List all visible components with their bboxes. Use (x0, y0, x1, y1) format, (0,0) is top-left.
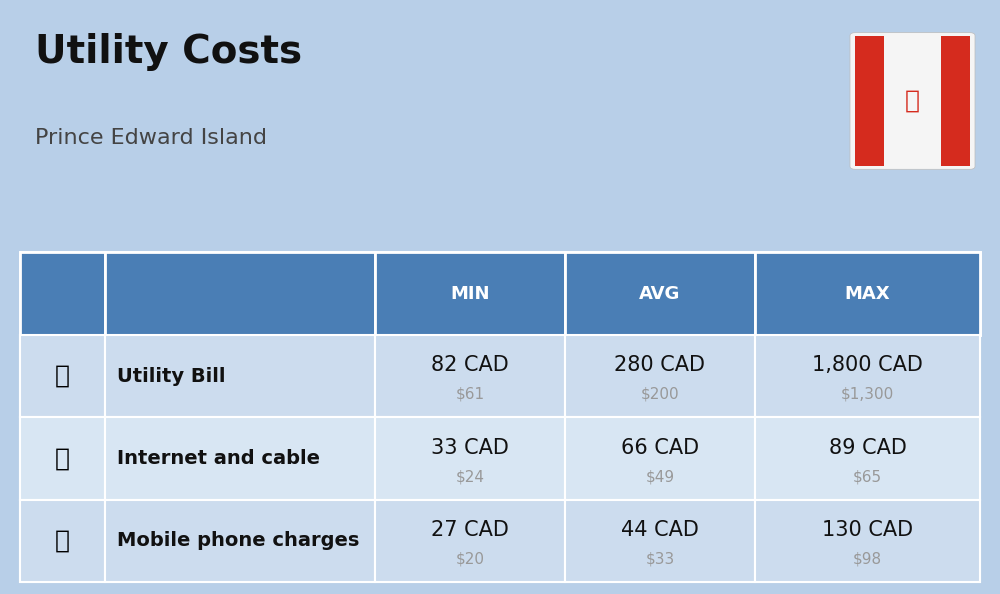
Text: 🔌: 🔌 (55, 364, 70, 388)
Bar (20, 500, 980, 582)
Text: MAX: MAX (845, 285, 890, 303)
Bar (20, 252, 105, 335)
Bar (20, 418, 980, 500)
Text: 89 CAD: 89 CAD (829, 438, 906, 458)
Bar (20, 252, 980, 335)
Text: $1,300: $1,300 (841, 387, 894, 402)
Bar (755, 418, 980, 500)
Text: 280 CAD: 280 CAD (614, 355, 705, 375)
Bar (755, 335, 980, 417)
Bar (375, 500, 565, 582)
Text: $65: $65 (853, 469, 882, 484)
Bar (755, 500, 980, 582)
Text: 1,800 CAD: 1,800 CAD (812, 355, 923, 375)
Text: $49: $49 (645, 469, 675, 484)
Bar (565, 500, 755, 582)
Bar (105, 335, 375, 417)
Text: $24: $24 (456, 469, 484, 484)
Bar (20, 335, 980, 417)
Bar (565, 335, 755, 417)
Text: $61: $61 (455, 387, 485, 402)
Text: Utility Costs: Utility Costs (35, 33, 302, 71)
Text: 66 CAD: 66 CAD (621, 438, 699, 458)
Text: $98: $98 (853, 552, 882, 567)
Text: Prince Edward Island: Prince Edward Island (35, 128, 267, 148)
Text: 130 CAD: 130 CAD (822, 520, 913, 540)
Text: 44 CAD: 44 CAD (621, 520, 699, 540)
Bar (105, 500, 375, 582)
Text: 27 CAD: 27 CAD (431, 520, 509, 540)
Bar (755, 252, 980, 335)
Bar (105, 252, 375, 335)
Bar (565, 252, 755, 335)
Bar (941, 36, 970, 166)
Text: $20: $20 (456, 552, 484, 567)
Bar (565, 418, 755, 500)
Bar (20, 418, 105, 500)
Text: AVG: AVG (639, 285, 681, 303)
Bar (855, 36, 884, 166)
Bar (375, 335, 565, 417)
Text: Internet and cable: Internet and cable (117, 449, 320, 468)
Bar (375, 252, 565, 335)
Text: Utility Bill: Utility Bill (117, 366, 226, 386)
Text: 82 CAD: 82 CAD (431, 355, 509, 375)
Bar (20, 500, 105, 582)
Text: 🍁: 🍁 (905, 89, 920, 113)
Text: $33: $33 (645, 552, 675, 567)
Bar (20, 335, 105, 417)
Bar (375, 418, 565, 500)
Text: 📱: 📱 (55, 529, 70, 553)
Bar (105, 418, 375, 500)
FancyBboxPatch shape (850, 33, 975, 169)
Text: 33 CAD: 33 CAD (431, 438, 509, 458)
Text: $200: $200 (641, 387, 679, 402)
Text: Mobile phone charges: Mobile phone charges (117, 532, 359, 551)
Text: 📶: 📶 (55, 447, 70, 470)
Text: MIN: MIN (450, 285, 490, 303)
